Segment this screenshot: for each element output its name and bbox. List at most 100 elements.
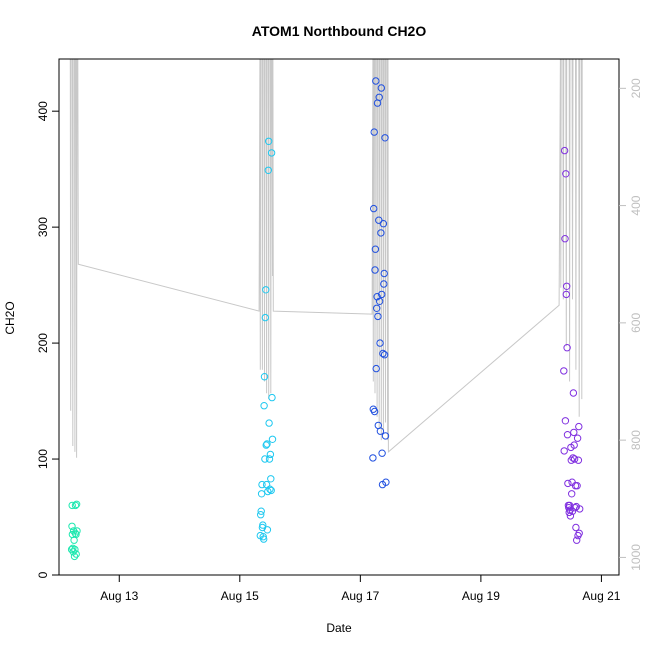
data-point [369, 454, 377, 462]
data-point [374, 312, 382, 321]
data-point [267, 475, 275, 483]
data-point [564, 479, 572, 488]
data-point [563, 431, 572, 439]
data-point [376, 339, 384, 347]
x-tick-label: Aug 21 [582, 589, 620, 603]
y-tick-label: 100 [36, 449, 50, 469]
data-point [376, 427, 385, 435]
data-point [382, 478, 390, 486]
data-point [563, 282, 571, 290]
data-point [379, 349, 387, 358]
y-tick-label: 0 [36, 571, 50, 578]
data-point [566, 512, 575, 520]
data-point [380, 280, 388, 288]
right-y-axis: 200 400 600 800 1000 [619, 78, 643, 571]
data-point [563, 344, 571, 352]
data-point [381, 134, 389, 142]
data-point [261, 455, 269, 463]
data-point [265, 419, 273, 427]
data-point [573, 482, 581, 490]
data-point [568, 490, 576, 498]
series-0 [67, 500, 81, 561]
data-point [560, 146, 569, 155]
data-point [375, 93, 383, 102]
x-tick-label: Aug 13 [100, 589, 138, 603]
y-tick-label: 400 [36, 101, 50, 121]
data-point [373, 304, 381, 312]
data-point [372, 364, 380, 373]
data-point [257, 507, 265, 515]
data-point [260, 402, 268, 410]
data-point [262, 441, 270, 449]
data-point [370, 128, 378, 136]
series-3 [560, 146, 584, 544]
y-tick-label: 200 [36, 333, 50, 353]
data-point [261, 313, 269, 322]
data-point [575, 529, 583, 537]
data-point [575, 422, 583, 431]
data-point [561, 235, 569, 243]
data-point [378, 449, 386, 457]
x-tick-label: Aug 19 [462, 589, 500, 603]
data-point [560, 367, 568, 375]
data-point [378, 290, 386, 299]
data-point [371, 245, 380, 253]
data-point [266, 485, 274, 493]
data-point [67, 545, 76, 554]
data-point [562, 170, 570, 178]
data-point [71, 545, 79, 554]
data-point [257, 511, 265, 519]
data-point [570, 441, 578, 449]
data-point [375, 297, 384, 305]
data-point [267, 149, 276, 157]
data-point [262, 480, 271, 489]
data-point [73, 527, 81, 535]
data-point [576, 505, 584, 513]
data-point [573, 536, 581, 544]
y2-tick-label: 400 [629, 195, 643, 215]
data-point [371, 266, 379, 274]
series-1 [256, 137, 277, 543]
data-point [561, 417, 570, 425]
data-point [262, 286, 270, 294]
data-point [375, 216, 383, 224]
x-tick-label: Aug 15 [221, 589, 259, 603]
data-point [380, 351, 389, 359]
points-layer [67, 77, 584, 561]
data-point [268, 393, 276, 402]
data-point [574, 456, 583, 464]
data-point [572, 523, 580, 532]
data-point [263, 526, 272, 534]
data-point [570, 428, 578, 437]
data-point [68, 522, 76, 530]
data-point [567, 456, 575, 464]
data-point [569, 389, 578, 397]
data-point [260, 535, 268, 543]
data-point [266, 450, 275, 459]
secondary-line-layer [69, 58, 583, 458]
data-point [377, 229, 385, 237]
data-point [264, 487, 272, 496]
y-axis-label: CH2O [3, 301, 17, 334]
y-tick-label: 300 [36, 217, 50, 237]
data-point [72, 550, 80, 558]
series-2 [369, 77, 390, 489]
data-point [264, 166, 272, 175]
data-point [72, 530, 80, 539]
data-point [257, 490, 266, 498]
data-point [381, 432, 390, 440]
data-point [259, 521, 267, 529]
data-point [379, 220, 388, 228]
y2-tick-label: 600 [629, 313, 643, 333]
data-point [571, 504, 579, 512]
data-point [268, 435, 277, 443]
data-point [260, 373, 269, 381]
data-point [70, 552, 79, 561]
data-point [562, 290, 570, 299]
data-point [570, 455, 579, 463]
plot-frame [58, 58, 620, 576]
data-point [263, 440, 271, 448]
data-point [71, 501, 80, 510]
data-point [72, 500, 81, 508]
